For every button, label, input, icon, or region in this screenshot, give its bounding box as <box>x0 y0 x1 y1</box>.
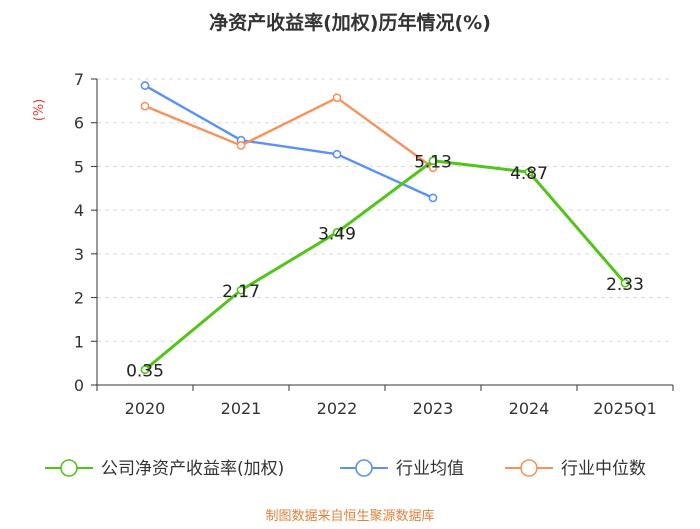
x-tick-label: 2021 <box>221 399 262 418</box>
data-label: 0.35 <box>126 362 164 382</box>
x-tick-label: 2020 <box>125 399 166 418</box>
legend-marker <box>355 459 373 477</box>
data-label: 3.49 <box>318 224 356 244</box>
series-line <box>144 96 434 169</box>
y-tick-label: 7 <box>74 70 84 89</box>
legend-label: 行业中位数 <box>561 459 646 479</box>
data-point <box>620 278 630 288</box>
y-tick-label: 2 <box>74 289 84 308</box>
data-point <box>140 101 150 111</box>
data-point <box>332 149 342 159</box>
legend-item[interactable]: 行业中位数 <box>505 459 646 479</box>
data-point <box>428 156 438 166</box>
legend-label: 行业均值 <box>396 459 464 479</box>
data-point <box>428 193 438 203</box>
y-tick-label: 3 <box>74 245 84 264</box>
chart-title: 净资产收益率(加权)历年情况(%) <box>209 11 491 34</box>
x-tick-label: 2022 <box>317 399 358 418</box>
y-tick-label: 1 <box>74 332 84 351</box>
data-point <box>332 228 342 237</box>
series-lines <box>140 81 630 375</box>
data-point <box>524 167 534 177</box>
data-label: 2.17 <box>222 282 260 302</box>
data-label: 5.13 <box>414 153 452 173</box>
data-point <box>236 285 246 295</box>
data-labels: 0.35 2.17 3.49 5.13 4.87 2.33 <box>126 153 644 382</box>
data-label: 4.87 <box>510 164 548 184</box>
y-tick-label: 6 <box>74 114 84 133</box>
y-tick-label: 4 <box>74 201 84 220</box>
legend-label: 公司净资产收益率(加权) <box>101 459 284 479</box>
data-point <box>140 365 150 375</box>
legend-marker <box>60 459 78 477</box>
y-tick-label: 0 <box>74 376 84 395</box>
grid-lines <box>97 78 673 342</box>
source-footnote: 制图数据来自恒生聚源数据库 <box>265 508 434 524</box>
y-tick-label: 5 <box>74 157 84 176</box>
series-line <box>144 159 627 371</box>
data-point <box>332 93 342 103</box>
x-tick-label: 2024 <box>509 399 550 418</box>
data-point <box>140 81 150 90</box>
legend-item[interactable]: 行业均值 <box>340 459 464 479</box>
x-tick-label: 2023 <box>413 399 454 418</box>
series-line <box>144 84 434 199</box>
legend-item[interactable]: 公司净资产收益率(加权) <box>45 459 284 479</box>
data-label: 2.33 <box>606 275 644 295</box>
legend: 公司净资产收益率(加权) 行业均值 行业中位数 <box>45 459 646 479</box>
data-point <box>236 141 246 150</box>
axes: 0 1 2 3 4 5 6 7 2020 2021 2022 2023 2024 2025Q1 <box>74 70 674 418</box>
y-axis-unit-label: (%) <box>32 99 47 122</box>
x-tick-label: 2025Q1 <box>593 399 657 418</box>
legend-marker <box>520 459 538 477</box>
